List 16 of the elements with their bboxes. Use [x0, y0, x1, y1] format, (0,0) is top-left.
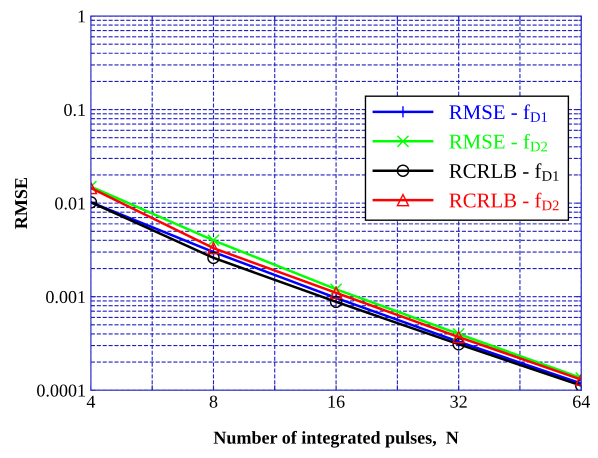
- y-tick-label: 0.01: [55, 197, 85, 210]
- x-tick-label: 16: [328, 396, 345, 408]
- x-axis-title: Number of integrated pulses, N: [214, 430, 459, 448]
- y-tick-label: 0.1: [64, 104, 85, 116]
- x-tick-label: 4: [86, 396, 96, 408]
- legend-label: RMSE - f$_{D2}$: [449, 134, 548, 152]
- legend-label: RCRLB - f$_{D2}$: [449, 192, 559, 210]
- legend-label: RCRLB - f$_{D1}$: [449, 163, 559, 181]
- y-tick-label: 0.0001: [37, 384, 85, 397]
- y-tick-label: 1: [78, 10, 85, 22]
- legend-label: RMSE - f$_{D1}$: [449, 104, 547, 122]
- y-tick-label: 0.001: [46, 290, 85, 304]
- x-tick-label: 8: [210, 396, 218, 408]
- x-tick-label: 64: [573, 396, 590, 408]
- y-axis-title: RMSE: [15, 178, 28, 229]
- x-tick-label: 32: [450, 396, 467, 408]
